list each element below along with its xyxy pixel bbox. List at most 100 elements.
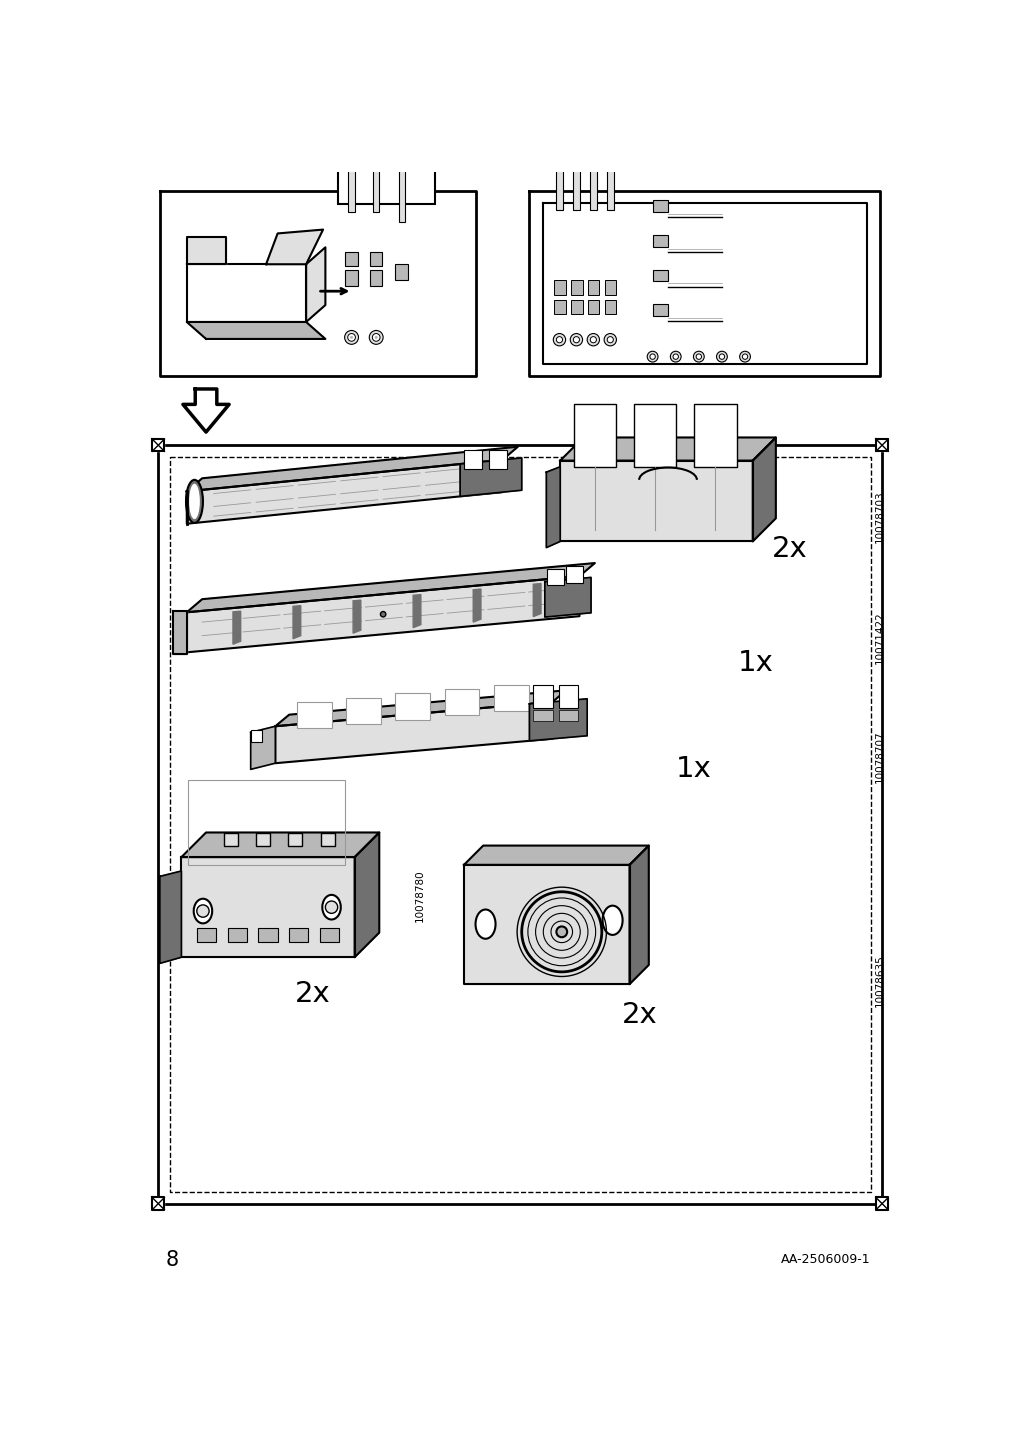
Circle shape <box>742 354 747 359</box>
Polygon shape <box>152 1197 164 1210</box>
Circle shape <box>348 334 355 341</box>
Bar <box>587 299 599 314</box>
Polygon shape <box>183 390 228 432</box>
Bar <box>227 928 247 942</box>
Bar <box>573 76 579 211</box>
Bar <box>652 200 667 212</box>
Bar <box>395 265 407 279</box>
Polygon shape <box>275 690 566 726</box>
Bar <box>488 450 507 468</box>
Polygon shape <box>158 445 882 1204</box>
Bar <box>348 119 354 212</box>
Bar <box>370 271 382 286</box>
Circle shape <box>374 337 377 339</box>
Circle shape <box>553 334 565 347</box>
Polygon shape <box>460 458 522 497</box>
Bar <box>338 46 435 205</box>
Ellipse shape <box>475 909 495 939</box>
Polygon shape <box>752 438 775 541</box>
Bar <box>694 404 736 467</box>
Bar <box>320 833 335 845</box>
Bar <box>395 693 430 719</box>
Polygon shape <box>181 858 354 957</box>
Text: 1x: 1x <box>737 649 772 677</box>
Bar <box>570 281 582 295</box>
Ellipse shape <box>321 895 341 919</box>
Text: 10078780: 10078780 <box>415 869 425 922</box>
Text: 10078707: 10078707 <box>874 730 884 783</box>
Polygon shape <box>187 447 518 491</box>
Text: 1x: 1x <box>675 755 711 783</box>
Polygon shape <box>160 871 181 964</box>
Bar <box>652 269 667 281</box>
Polygon shape <box>546 467 560 547</box>
Polygon shape <box>354 832 379 957</box>
Bar <box>319 928 339 942</box>
Bar <box>296 702 332 729</box>
Circle shape <box>573 337 579 342</box>
Circle shape <box>649 354 655 359</box>
Bar <box>444 689 479 715</box>
Circle shape <box>696 354 701 359</box>
Polygon shape <box>173 610 187 654</box>
Circle shape <box>604 334 616 347</box>
Text: 2x: 2x <box>621 1001 657 1030</box>
Bar <box>187 780 345 865</box>
Circle shape <box>586 334 599 347</box>
Polygon shape <box>187 576 579 653</box>
Text: AA-2506009-1: AA-2506009-1 <box>780 1253 869 1266</box>
Bar <box>345 271 357 286</box>
Bar <box>288 833 302 845</box>
Bar <box>346 697 380 723</box>
Circle shape <box>647 351 657 362</box>
Polygon shape <box>560 461 752 541</box>
Polygon shape <box>473 589 480 621</box>
Circle shape <box>739 351 750 362</box>
Polygon shape <box>560 438 775 461</box>
Ellipse shape <box>602 905 622 935</box>
Circle shape <box>693 351 704 362</box>
Circle shape <box>569 334 582 347</box>
Polygon shape <box>543 203 865 364</box>
Polygon shape <box>266 229 323 265</box>
Polygon shape <box>187 563 594 613</box>
Circle shape <box>672 354 677 359</box>
Bar <box>493 684 528 710</box>
Bar <box>554 299 565 314</box>
Bar <box>223 833 238 845</box>
Circle shape <box>380 611 385 617</box>
Bar <box>373 119 379 212</box>
Bar <box>533 710 552 720</box>
Polygon shape <box>181 832 379 858</box>
Bar <box>573 404 616 467</box>
Text: 8: 8 <box>166 1250 179 1270</box>
Bar <box>652 304 667 316</box>
Bar <box>533 684 552 707</box>
Bar <box>289 928 308 942</box>
Circle shape <box>589 337 595 342</box>
Polygon shape <box>412 594 421 627</box>
Text: 10078635: 10078635 <box>874 954 884 1007</box>
Polygon shape <box>160 190 475 375</box>
Circle shape <box>369 331 383 344</box>
Polygon shape <box>353 600 361 633</box>
Bar <box>398 153 404 222</box>
Polygon shape <box>529 190 879 375</box>
Bar <box>345 252 357 266</box>
Bar <box>634 404 675 467</box>
Polygon shape <box>251 726 275 769</box>
Polygon shape <box>187 322 326 339</box>
Bar <box>463 450 482 468</box>
Bar <box>566 566 582 583</box>
Circle shape <box>669 351 680 362</box>
Polygon shape <box>305 248 326 322</box>
Polygon shape <box>533 584 541 617</box>
Polygon shape <box>275 702 552 763</box>
Polygon shape <box>187 238 225 265</box>
Polygon shape <box>876 440 888 451</box>
Polygon shape <box>233 611 241 644</box>
Bar <box>587 281 599 295</box>
Circle shape <box>522 892 602 972</box>
Polygon shape <box>152 440 164 451</box>
Bar <box>652 235 667 246</box>
